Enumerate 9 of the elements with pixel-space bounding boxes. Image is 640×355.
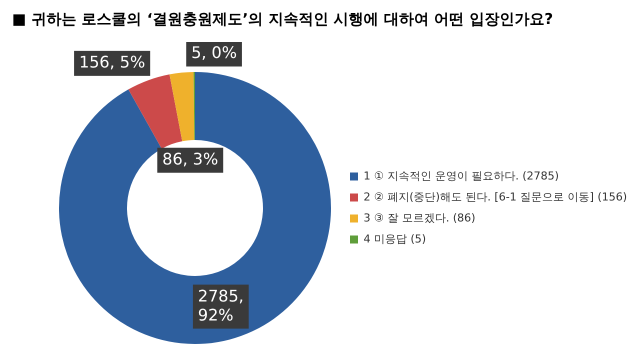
legend-label: 1 ① 지속적인 운영이 필요하다. (2785) [364, 169, 559, 182]
data-label: 156, 5% [79, 52, 146, 72]
legend-label: 4 미응답 (5) [364, 232, 426, 246]
legend-label: 2 ② 폐지(중단)해도 된다. [6-1 질문으로 이동] (156) [364, 190, 628, 204]
data-label: 86, 3% [162, 149, 218, 168]
legend-label: 3 ③ 잘 모르겠다. (86) [364, 211, 476, 224]
chart-title: ■ 귀하는 로스쿨의 ‘결원충원제도’의 지속적인 시행에 대하여 어떤 입장인가요? [12, 10, 554, 29]
data-label: 5, 0% [191, 43, 237, 62]
data-label: 2785, 92% [198, 286, 244, 324]
